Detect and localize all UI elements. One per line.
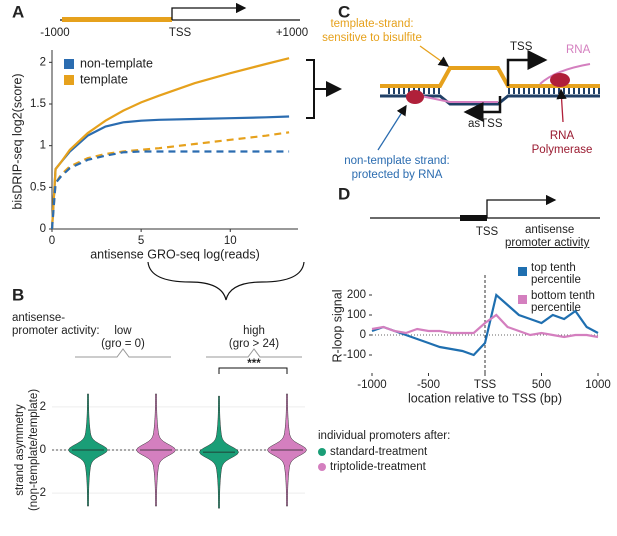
bracket xyxy=(306,59,340,119)
significance: *** xyxy=(247,358,261,370)
schematic-arrow xyxy=(171,2,247,20)
group-title: promoter activity: xyxy=(12,325,100,337)
x-tick-label: 500 xyxy=(532,379,551,391)
panel-letter: D xyxy=(338,184,350,203)
y-tick-label: 100 xyxy=(347,309,366,321)
y-tick-label: -2 xyxy=(36,487,46,499)
schematic-label: -1000 xyxy=(40,27,69,39)
series-line xyxy=(50,131,290,230)
x-tick-label: TSS xyxy=(474,379,497,391)
y-tick-label: 0.5 xyxy=(30,181,46,193)
sig-bracket xyxy=(218,367,288,374)
series-line xyxy=(371,292,599,357)
x-tick-label: 0 xyxy=(49,235,55,247)
x-tick-label: 1000 xyxy=(585,379,611,391)
y-axis-label: R-loop signal xyxy=(330,290,344,363)
legend-label: template xyxy=(80,72,128,86)
y-tick-label: 2 xyxy=(40,401,46,413)
schematic-arrow xyxy=(486,194,557,218)
group-label: (gro > 24) xyxy=(229,338,279,350)
x-tick-label: 10 xyxy=(224,235,237,247)
group-label: (gro = 0) xyxy=(101,338,145,350)
schematic-region xyxy=(62,17,172,22)
group-title: antisense- xyxy=(12,312,65,324)
legend-swatch xyxy=(318,463,326,471)
group-label: high xyxy=(243,325,265,337)
legend-swatch xyxy=(64,59,74,69)
brace xyxy=(147,261,305,301)
schematic-label: +1000 xyxy=(276,27,308,39)
schematic-region xyxy=(460,215,487,221)
panel-letter: A xyxy=(12,2,24,21)
x-tick-label: 5 xyxy=(138,235,144,247)
series-line xyxy=(50,150,290,230)
x-tick-label: -1000 xyxy=(357,379,386,391)
panel-letter: C xyxy=(338,2,350,21)
x-axis-label: location relative to TSS (bp) xyxy=(408,391,562,405)
y-tick-label: -100 xyxy=(343,349,366,361)
schematic-label: TSS xyxy=(476,226,499,238)
diagram-label: RNA xyxy=(550,130,575,142)
y-tick-label: 1 xyxy=(40,140,46,152)
legend-swatch xyxy=(318,448,326,456)
y-axis-label: (non-template/template) xyxy=(28,389,40,511)
series-line xyxy=(371,313,599,339)
diagram-label: asTSS xyxy=(468,118,503,130)
diagram-label: template-strand: xyxy=(330,18,413,30)
y-axis-label: strand asymmetry xyxy=(14,404,26,496)
legend-label: top tenth percentile xyxy=(531,262,581,286)
legend-swatch xyxy=(518,267,527,276)
series-line xyxy=(50,57,290,230)
legend-swatch xyxy=(64,75,74,85)
legend-swatch xyxy=(518,295,527,304)
y-tick-label: 200 xyxy=(347,289,366,301)
legend-label: non-template xyxy=(80,56,153,70)
y-tick-label: 0 xyxy=(360,329,366,341)
legend-title: individual promoters after: xyxy=(318,430,450,442)
group-bracket xyxy=(75,348,171,358)
legend-label: bottom tenth percentile xyxy=(531,290,595,314)
diagram-label: sensitive to bisulfite xyxy=(322,32,422,44)
schematic-label: TSS xyxy=(169,27,192,39)
diagram-label: protected by RNA xyxy=(352,169,443,181)
diagram-label: RNA xyxy=(566,44,591,56)
y-tick-label: 0 xyxy=(40,223,46,235)
dna-diagram xyxy=(377,45,600,151)
y-tick-label: 0 xyxy=(40,444,46,456)
x-tick-label: -500 xyxy=(417,379,440,391)
panel-letter: B xyxy=(12,285,24,304)
diagram-label: non-template strand: xyxy=(344,155,449,167)
group-bracket xyxy=(206,348,302,358)
group-label: low xyxy=(114,325,132,337)
diagram-label: Polymerase xyxy=(532,144,593,156)
legend-title: antisense xyxy=(525,224,575,236)
y-tick-label: 2 xyxy=(40,56,46,68)
diagram-label: TSS xyxy=(510,41,533,53)
legend-label: standard-treatment xyxy=(330,446,428,458)
y-axis-label: bisDRIP-seq log2(score) xyxy=(10,73,24,209)
legend-label: triptolide-treatment xyxy=(330,461,427,473)
y-tick-label: 1.5 xyxy=(30,98,46,110)
x-axis-label: antisense GRO-seq log(reads) xyxy=(90,247,260,261)
legend-title: promoter activity xyxy=(505,237,590,249)
